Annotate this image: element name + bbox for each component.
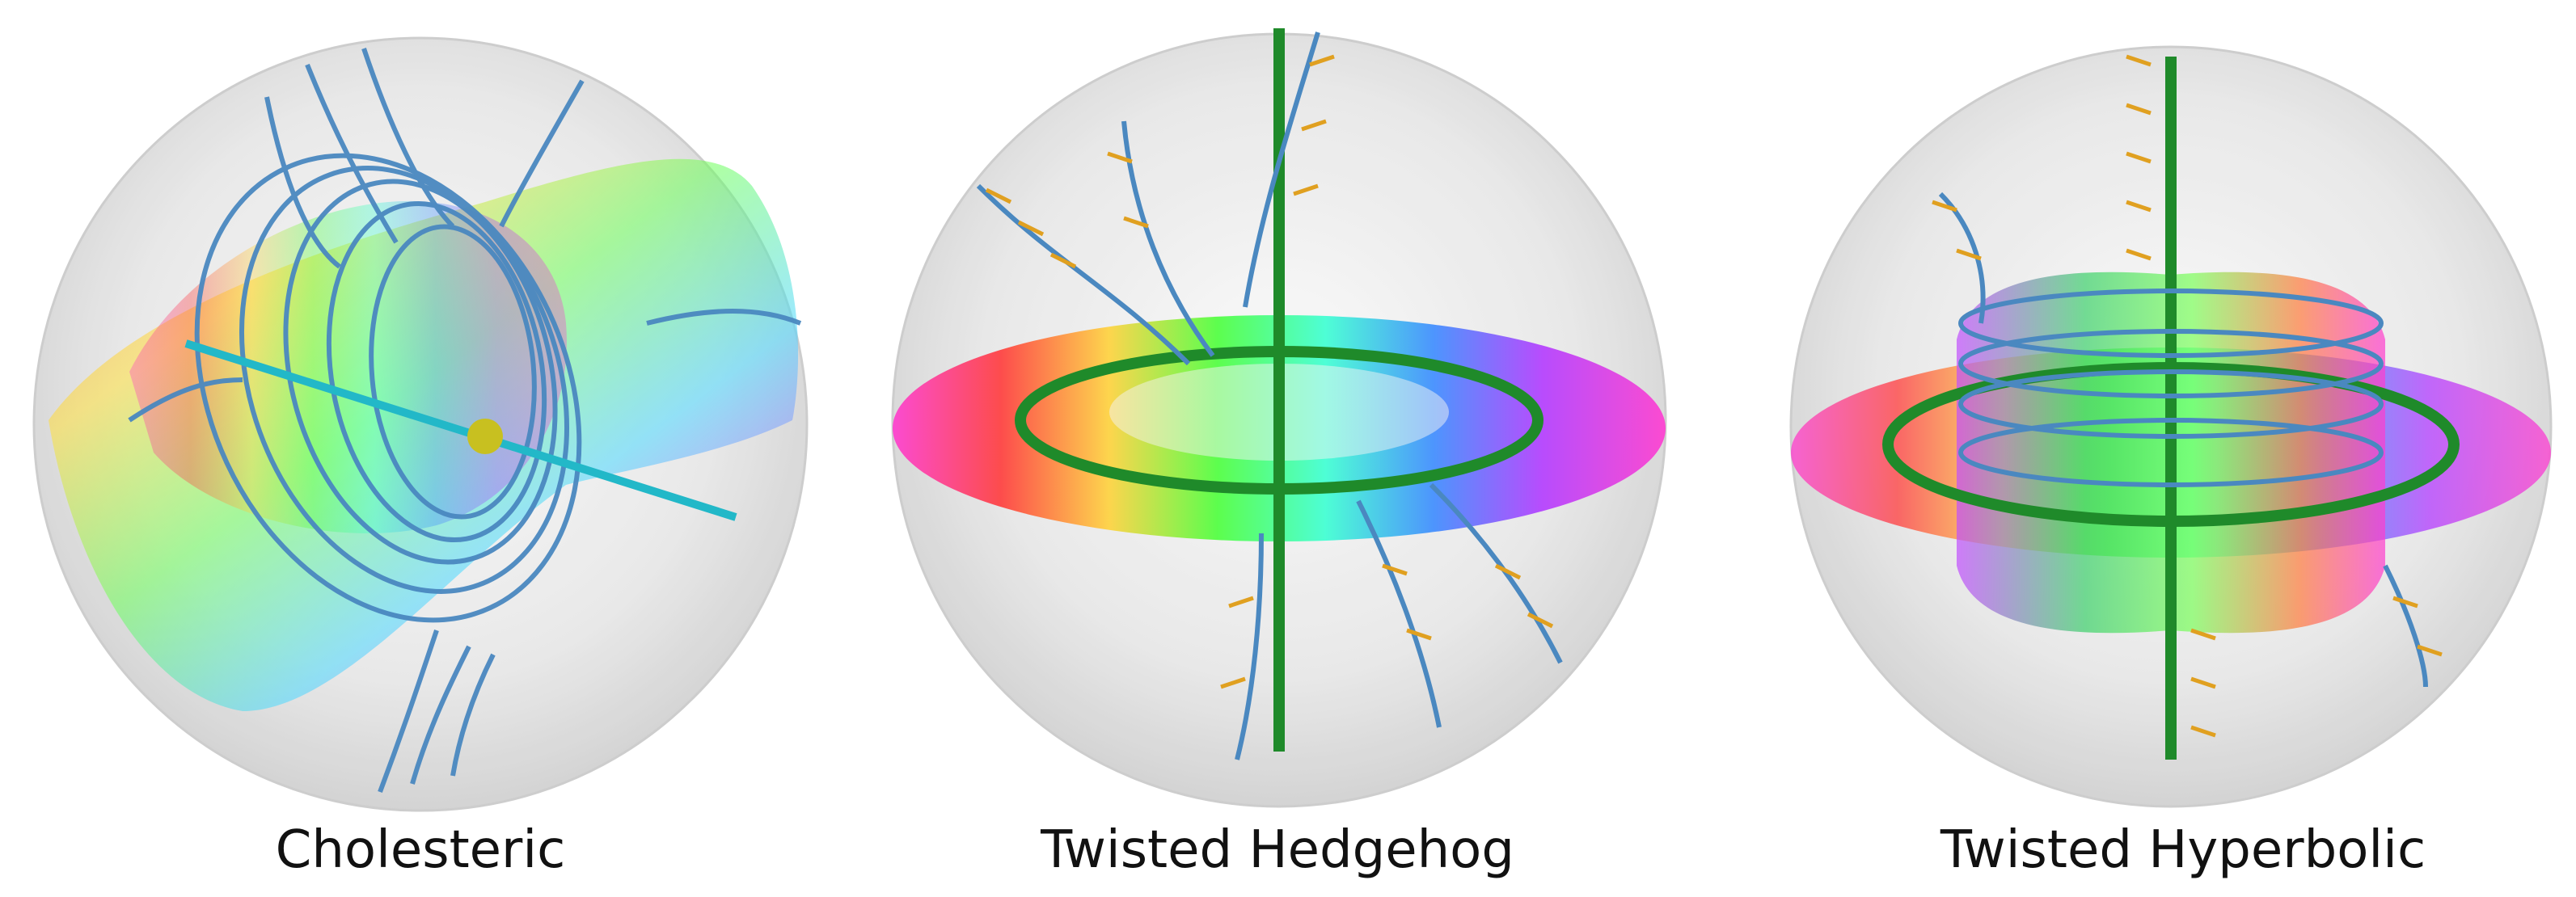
- director-arrows: [985, 54, 1554, 689]
- field-lines: [976, 32, 1563, 760]
- caption-twisted-hedgehog: Twisted Hedgehog: [1041, 820, 1514, 880]
- panel-cholesteric: [32, 36, 809, 812]
- panel-twisted-hedgehog: [891, 28, 1667, 808]
- director-arrows: [1932, 54, 2443, 738]
- rainbow-surface-back: [129, 200, 567, 533]
- field-lines: [1938, 192, 2428, 688]
- defect-axis: [184, 339, 737, 521]
- panel-twisted-hyperbolic: [1789, 45, 2553, 808]
- point-defect: [467, 419, 503, 454]
- caption-twisted-hyperbolic: Twisted Hyperbolic: [1940, 820, 2426, 880]
- caption-cholesteric: Cholesteric: [275, 820, 566, 880]
